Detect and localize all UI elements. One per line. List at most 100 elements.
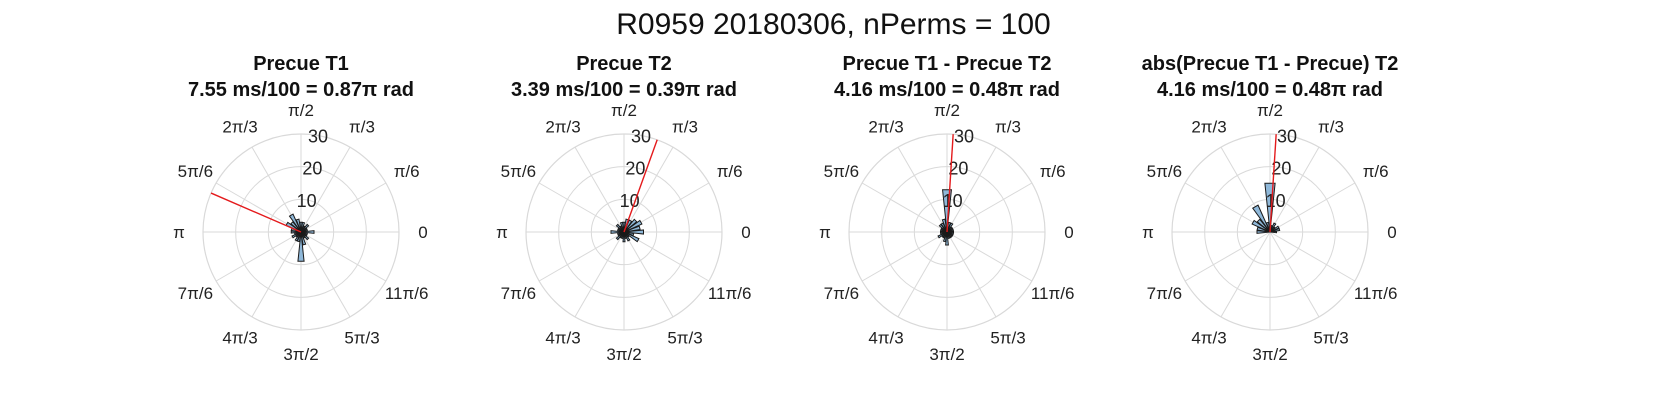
theta-tick-label: 3π/2 xyxy=(606,345,641,364)
theta-tick-label: π/6 xyxy=(1040,162,1066,181)
panel-title: Precue T1 - Precue T2 xyxy=(842,53,1052,75)
theta-tick-label: 7π/6 xyxy=(501,284,536,303)
grid-spoke xyxy=(300,231,351,318)
theta-tick-label: π/6 xyxy=(394,162,420,181)
mean-direction-line xyxy=(946,134,954,233)
panel-subtitle: 7.55 ms/100 = 0.87π rad xyxy=(187,79,415,101)
theta-tick-label: 4π/3 xyxy=(222,329,257,348)
grid-spoke xyxy=(538,182,625,233)
radial-tick-label: 30 xyxy=(1277,126,1297,146)
theta-tick-label: 11π/6 xyxy=(1031,284,1075,303)
panel-title: Precue T1 xyxy=(253,53,349,75)
radial-tick-label: 30 xyxy=(631,126,651,146)
theta-tick-label: 0 xyxy=(418,223,427,242)
histogram-bar xyxy=(623,219,643,233)
grid-spoke xyxy=(623,146,674,233)
theta-tick-label: π xyxy=(1142,223,1154,242)
theta-tick-label: 7π/6 xyxy=(824,284,859,303)
theta-tick-label: 4π/3 xyxy=(1191,329,1226,348)
grid-spoke xyxy=(946,182,1033,233)
grid-spoke xyxy=(300,231,387,282)
theta-tick-label: 4π/3 xyxy=(868,329,903,348)
histogram-bar xyxy=(297,231,305,262)
grid-spoke xyxy=(1220,231,1271,318)
grid-spoke xyxy=(1269,146,1320,233)
theta-tick-label: 5π/6 xyxy=(501,162,536,181)
theta-tick-label: π xyxy=(173,223,185,242)
theta-tick-label: 5π/6 xyxy=(1147,162,1182,181)
panel-title: Precue T2 xyxy=(576,53,672,75)
histogram-bar xyxy=(288,213,302,233)
grid-spoke xyxy=(861,182,948,233)
theta-tick-label: 4π/3 xyxy=(545,329,580,348)
histogram-bar xyxy=(623,229,644,235)
theta-tick-label: π xyxy=(496,223,508,242)
grid-spoke xyxy=(300,182,387,233)
panel-subtitle: 4.16 ms/100 = 0.48π rad xyxy=(833,79,1061,101)
theta-tick-label: 2π/3 xyxy=(545,117,580,136)
histogram-bar xyxy=(1251,204,1271,233)
theta-tick-label: π/2 xyxy=(611,101,637,120)
theta-tick-label: 2π/3 xyxy=(1191,117,1226,136)
theta-tick-label: π/3 xyxy=(995,117,1021,136)
theta-tick-label: 5π/6 xyxy=(178,162,213,181)
grid-spoke xyxy=(1269,231,1356,282)
theta-tick-label: 0 xyxy=(741,223,750,242)
grid-spoke xyxy=(897,231,948,318)
theta-tick-label: π/6 xyxy=(1363,162,1389,181)
histogram-bar xyxy=(946,231,955,236)
grid-spoke xyxy=(300,146,351,233)
grid-spoke xyxy=(946,231,997,318)
grid-spoke xyxy=(946,231,1033,282)
grid-spoke xyxy=(861,231,948,282)
grid-spoke xyxy=(215,231,302,282)
radial-tick-label: 30 xyxy=(308,126,328,146)
radial-tick-label: 10 xyxy=(943,191,963,211)
theta-tick-label: 11π/6 xyxy=(385,284,429,303)
theta-tick-label: 0 xyxy=(1387,223,1396,242)
theta-tick-label: π/2 xyxy=(288,101,314,120)
theta-tick-label: 5π/3 xyxy=(1313,329,1348,348)
mean-direction-line xyxy=(210,192,302,233)
theta-tick-label: π/3 xyxy=(1318,117,1344,136)
theta-tick-label: 11π/6 xyxy=(708,284,752,303)
grid-spoke xyxy=(946,146,997,233)
histogram-bar xyxy=(623,231,635,237)
histogram-bar xyxy=(1256,230,1271,234)
polar-panel-4: abs(Precue T1 - Precue) T2 4.16 ms/100 =… xyxy=(1085,52,1455,412)
grid-spoke xyxy=(1269,182,1356,233)
radial-tick-label: 20 xyxy=(1271,159,1291,179)
theta-tick-label: 3π/2 xyxy=(283,345,318,364)
theta-tick-label: π/6 xyxy=(717,162,743,181)
polar-panel-1: Precue T1 7.55 ms/100 = 0.87π rad 0 π/6 π/… xyxy=(116,52,486,412)
radial-tick-label: 30 xyxy=(954,126,974,146)
mean-direction-line xyxy=(623,139,658,233)
theta-tick-label: 5π/3 xyxy=(667,329,702,348)
mean-direction-line xyxy=(1269,134,1277,233)
grid-spoke xyxy=(1184,231,1271,282)
panel-subtitle: 3.39 ms/100 = 0.39π rad xyxy=(510,79,738,101)
panel-subtitle: 4.16 ms/100 = 0.48π rad xyxy=(1156,79,1384,101)
theta-tick-label: 3π/2 xyxy=(1252,345,1287,364)
radial-tick-label: 10 xyxy=(1266,191,1286,211)
radial-tick-label: 10 xyxy=(297,191,317,211)
radial-tick-label: 20 xyxy=(948,159,968,179)
theta-tick-label: 7π/6 xyxy=(178,284,213,303)
theta-tick-label: 5π/3 xyxy=(990,329,1025,348)
panel-title: abs(Precue T1 - Precue) T2 xyxy=(1141,53,1399,75)
radial-tick-label: 20 xyxy=(302,159,322,179)
histogram-bar xyxy=(1251,219,1271,233)
theta-tick-label: π/2 xyxy=(934,101,960,120)
radial-tick-label: 10 xyxy=(620,191,640,211)
theta-tick-label: 0 xyxy=(1064,223,1073,242)
theta-tick-label: 11π/6 xyxy=(1354,284,1398,303)
polar-plot-1: 0 π/6 π/3 π/2 2π/3 5π/6 π 7π/6 4π/3 3π/2 5π/3 11π/6… xyxy=(173,101,429,364)
theta-tick-label: 2π/3 xyxy=(222,117,257,136)
theta-tick-label: 5π/3 xyxy=(344,329,379,348)
theta-tick-label: π/3 xyxy=(349,117,375,136)
polar-panel-3: Precue T1 - Precue T2 4.16 ms/100 = 0.48… xyxy=(762,52,1132,412)
grid-spoke xyxy=(897,146,948,233)
grid-spoke xyxy=(251,231,302,318)
grid-spoke xyxy=(538,231,625,282)
